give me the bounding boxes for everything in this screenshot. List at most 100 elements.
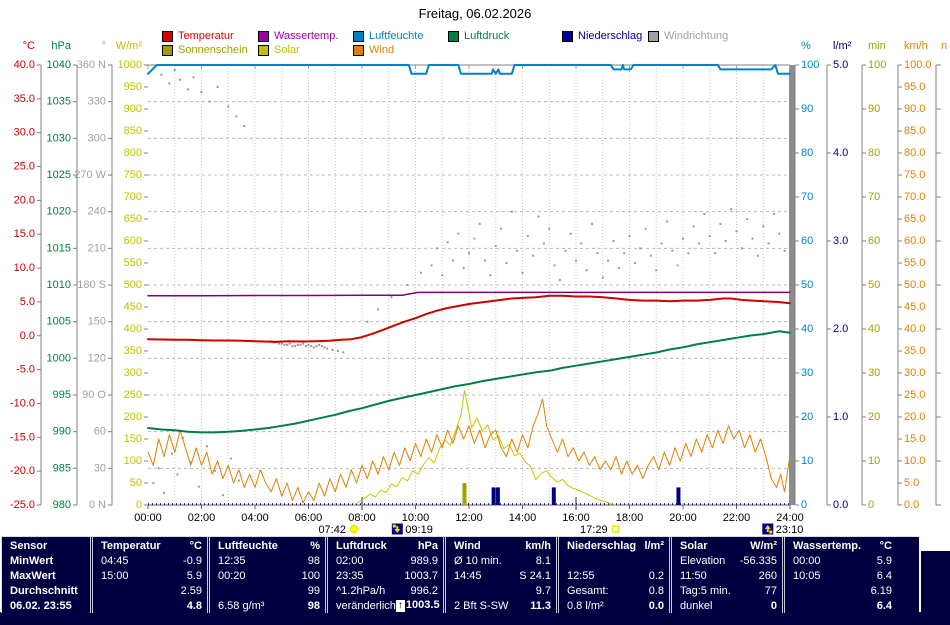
table-cell-value: 996.2 — [410, 584, 438, 597]
axis-unit-label: l/m² — [833, 40, 852, 52]
axis-tick-label: 10 — [801, 455, 813, 467]
x-axis-label: 08:00 — [348, 512, 376, 524]
table-cell-label: 6.58 g/m³ — [218, 599, 265, 612]
axis-tick-label: 240 — [88, 206, 106, 218]
y-axis-hpa — [73, 64, 78, 506]
series-sonnenschein — [462, 483, 467, 505]
table-header-label: Wind — [454, 540, 481, 553]
table-row: 15:00 5.9 — [93, 569, 207, 584]
axis-tick-label: 55.0 — [904, 257, 925, 269]
table-cell-label: 02:00 — [336, 555, 364, 568]
legend-item-windrichtung: Windrichtung — [648, 30, 728, 42]
axis-tick-label: 90.0 — [904, 103, 925, 115]
table-col-solar: Solar W/m² Elevation -56.335 11:50 260 Tag:5 m… — [669, 537, 782, 613]
table-row: 12:35 98 — [210, 554, 325, 569]
table-header-unit: °C — [879, 540, 892, 553]
table-header-label: Luftfeuchte — [218, 540, 278, 553]
table-cell-label: Elevation — [680, 555, 726, 568]
axis-tick-label: 270 W — [74, 169, 106, 181]
axis-tick-label: 80.0 — [904, 147, 925, 159]
table-row: 99 — [210, 583, 325, 598]
axis-tick-label: 80 — [868, 147, 880, 159]
legend-swatch-icon — [448, 30, 459, 42]
table-cell-label: 10:05 — [793, 569, 821, 582]
axis-tick-label: 0 N — [89, 499, 106, 511]
table-cell-value: 5.9 — [186, 569, 202, 582]
axis-tick-label: 30 — [801, 367, 813, 379]
table-cell-value: 1003.7 — [404, 569, 438, 582]
table-cell-label: 11:50 — [680, 569, 707, 582]
sun-moon-time-label: 23:10 — [776, 524, 804, 536]
table-cell-value: ↑ 1003.5 — [395, 599, 443, 613]
table-header-unit: km/h — [525, 540, 551, 553]
weather-chart: 40.0 35.0 30.0 25.0 20.0 15.0 10.0 5.0 0.0 -5.0 -1… — [10, 40, 947, 536]
axis-tick-label: 20 — [868, 411, 880, 423]
legend-item-wassertemp: Wassertemp. — [258, 30, 338, 42]
table-row: 9.7 — [446, 583, 556, 598]
y-axis-km-h — [897, 64, 902, 506]
table-row: 12:55 0.2 — [559, 569, 669, 584]
axis-tick-label: 700 — [124, 191, 142, 203]
axis-tick-label: 995 — [53, 389, 71, 401]
legend-item-luftdruck: Luftdruck — [448, 30, 509, 42]
table-row: Sensor — [2, 539, 90, 554]
table-row: Luftfeuchte% — [210, 539, 325, 554]
x-axis-label: 00:00 — [134, 512, 162, 524]
table-row: 00:20 100 — [210, 569, 325, 584]
sunrise-marker — [347, 523, 360, 535]
x-axis-label: 12:00 — [455, 512, 483, 524]
axis-unit-label: W/m² — [116, 40, 143, 52]
axis-tick-label: 1000 — [47, 352, 71, 364]
table-row — [559, 554, 669, 569]
axis-tick-label: -25.0 — [10, 499, 35, 511]
table-header-label: Luftdruck — [336, 540, 387, 553]
axis-tick-label: 0 — [136, 499, 142, 511]
axis-tick-label: 150 — [88, 316, 106, 328]
axis-tick-label: 330 — [88, 96, 106, 108]
sun-moon-time-label: 09:19 — [405, 524, 433, 536]
axis-tick-label: 60 — [801, 235, 813, 247]
axis-tick-label: 100.0 — [904, 59, 932, 71]
legend-label: Wind — [369, 43, 395, 56]
table-row: 06.02. 23:55 — [2, 598, 90, 613]
table-cell-label: 0.8 l/m² — [567, 599, 604, 612]
sensor-table: Sensor MinWert MaxWert Durchschnitt 06.02. 2… — [1, 536, 919, 613]
legend-item-wind: Wind — [353, 44, 394, 56]
axis-tick-label: 800 — [124, 147, 142, 159]
series-solar — [353, 390, 617, 506]
axis-tick-label: 400 — [124, 323, 142, 335]
axis-tick-label: 600 — [124, 235, 142, 247]
table-cell-label: 04:45 — [101, 555, 129, 568]
legend-label: Luftfeuchte — [369, 29, 424, 42]
x-axis-label: 04:00 — [241, 512, 269, 524]
table-row: Ø 10 min. 8.1 — [446, 554, 556, 569]
table-col-wassertemp: Wassertemp. °C 00:00 5.9 10:05 6.4 6.19 6.4 — [782, 537, 897, 613]
axis-tick-label: 250 — [124, 389, 142, 401]
legend-swatch-icon — [258, 44, 269, 56]
axis-tick-label: 1010 — [47, 279, 71, 291]
axis-tick-label: -10.0 — [10, 397, 35, 409]
legend-label: Temperatur — [178, 29, 234, 42]
axis-tick-label: 210 — [88, 242, 106, 254]
axis-tick-label: 1035 — [47, 96, 71, 108]
x-axis-label: 20:00 — [669, 512, 697, 524]
y-axis-l-m — [826, 64, 831, 506]
sun-moon-time-label: 07:42 — [318, 524, 346, 536]
table-col-wind: Wind km/h Ø 10 min. 8.1 14:45 S 24.1 9.7 2 Bft … — [443, 537, 556, 613]
sun-moon-time-label: 17:29 — [580, 524, 608, 536]
table-row: 11:50 260 — [672, 569, 782, 584]
axis-tick-label: 40 — [801, 323, 813, 335]
table-cell-value: 0.2 — [648, 569, 664, 582]
axis-tick-label: -15.0 — [10, 431, 35, 443]
axis-tick-label: 70 — [868, 191, 880, 203]
legend-swatch-icon — [648, 30, 659, 42]
table-row: 6.58 g/m³ 98 — [210, 598, 325, 613]
sensor-row-label: MinWert — [10, 555, 54, 568]
series-windrichtung — [152, 68, 786, 497]
table-cell-label: Tag:5 min. — [680, 584, 731, 597]
series-niederschlag — [491, 487, 681, 505]
axis-tick-label: 40.0 — [904, 323, 925, 335]
table-cell-label: veränderlich — [336, 599, 396, 612]
table-row: 6.19 — [785, 583, 897, 598]
